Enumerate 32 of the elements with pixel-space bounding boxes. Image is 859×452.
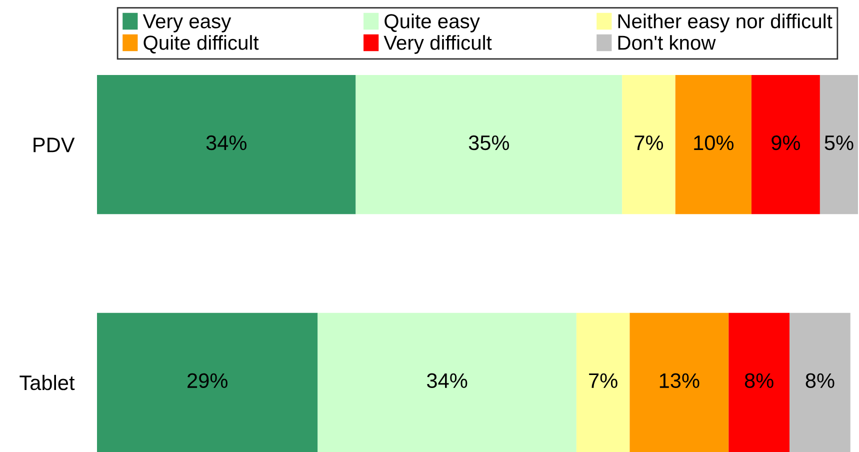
data-label: 8% bbox=[806, 373, 834, 388]
y-tick-label: PDV bbox=[34, 138, 75, 152]
data-label: 5% bbox=[824, 136, 854, 150]
data-label: 7% bbox=[589, 373, 618, 388]
bar bbox=[630, 312, 729, 452]
bar bbox=[675, 75, 752, 214]
bar bbox=[318, 312, 576, 452]
data-label: 13% bbox=[660, 373, 700, 388]
bar bbox=[356, 75, 622, 214]
data-label: 9% bbox=[772, 135, 800, 150]
data-label: 10% bbox=[694, 135, 734, 150]
legend-label: Very easy bbox=[142, 14, 232, 32]
legend-label: Quite easy bbox=[384, 14, 480, 32]
bar bbox=[576, 312, 630, 452]
legend-label: Neither easy nor difficult bbox=[618, 14, 832, 32]
legend-label: Don't know bbox=[618, 35, 716, 50]
bar bbox=[97, 75, 356, 214]
data-label: 35% bbox=[468, 135, 510, 150]
bar bbox=[751, 75, 820, 214]
bar bbox=[728, 312, 790, 452]
bar bbox=[820, 75, 858, 214]
legend-label: Quite difficult bbox=[144, 35, 259, 54]
legend-label: Very difficult bbox=[384, 35, 492, 54]
data-label: 34% bbox=[427, 373, 468, 388]
data-label: 34% bbox=[206, 135, 246, 150]
bar bbox=[790, 312, 850, 452]
y-tick-label: Tablet bbox=[20, 374, 75, 390]
bar bbox=[622, 75, 676, 214]
data-label: 8% bbox=[744, 373, 774, 388]
data-label: 7% bbox=[634, 136, 664, 150]
data-label: 29% bbox=[188, 373, 228, 388]
bar bbox=[97, 312, 318, 452]
